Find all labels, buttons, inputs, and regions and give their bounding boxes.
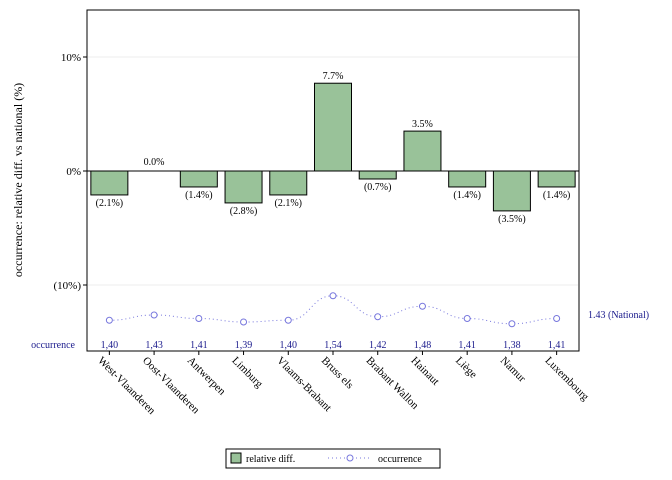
bar <box>537 170 576 188</box>
bar-value-label: (1.4%) <box>185 190 213 201</box>
legend-swatch-bar <box>230 452 242 464</box>
bar-value-label: (0.7%) <box>364 182 392 193</box>
occurrence-values: 1,40 1,43 1,41 1,39 1,40 1,54 1,42 1,48 1,41 1,38… <box>101 340 566 351</box>
bar <box>358 170 397 180</box>
bar-value-label: 7.7% <box>323 71 344 82</box>
bar <box>448 170 487 188</box>
bar-value-label: (1.4%) <box>453 190 481 201</box>
occurrence-line <box>105 292 561 328</box>
occurrence-value: 1,40 <box>280 340 298 351</box>
bar <box>403 130 442 172</box>
occurrence-value: 1,38 <box>503 340 521 351</box>
legend-swatch-marker <box>346 454 354 462</box>
x-tick-label: Luxembourg <box>543 355 592 404</box>
occurrence-value: 1,40 <box>101 340 119 351</box>
y-tick-label: 10% <box>61 52 81 64</box>
occurrence-marker <box>284 316 292 324</box>
legend: relative diff. occurrence <box>225 448 441 469</box>
occurrence-row-label: occurrence <box>31 340 75 351</box>
occurrence-marker <box>508 320 516 328</box>
occurrence-marker <box>374 313 382 321</box>
y-axis-ticks: 10% 0% (10%) <box>54 52 87 292</box>
bar <box>492 170 531 212</box>
occurrence-value: 1,39 <box>235 340 253 351</box>
occurrence-value: 1,43 <box>145 340 163 351</box>
bar-labels: (2.1%) 0.0% (1.4%) (2.8%) (2.1%) 7.7% (0.7%) 3.… <box>96 71 571 225</box>
bar <box>179 170 218 188</box>
x-tick-label: Limburg <box>229 355 265 391</box>
occurrence-value: 1,42 <box>369 340 387 351</box>
bar <box>314 82 352 172</box>
occurrence-value: 1,41 <box>548 340 566 351</box>
occurrence-value: 1,41 <box>458 340 476 351</box>
bar <box>224 170 263 204</box>
x-tick-label: Antwerpen <box>185 355 228 398</box>
occurrence-value: 1,48 <box>414 340 432 351</box>
occurrence-marker <box>105 316 113 324</box>
bars <box>90 82 576 212</box>
y-tick-label: 0% <box>66 166 81 178</box>
bar-value-label: (2.8%) <box>230 206 258 217</box>
bar <box>269 170 308 196</box>
grid <box>88 56 578 286</box>
bar-value-label: (2.1%) <box>96 198 124 209</box>
occurrence-marker <box>553 315 561 322</box>
x-tick-label: Hainaut <box>408 355 441 388</box>
x-tick-label: Bruss els <box>319 355 356 392</box>
occurrence-marker <box>150 311 158 319</box>
legend-label-relative-diff: relative diff. <box>246 454 295 465</box>
occurrence-value: 1,41 <box>190 340 208 351</box>
occurrence-marker <box>418 302 426 310</box>
bar-value-label: 0.0% <box>144 157 165 168</box>
occurrence-value: 1,54 <box>324 340 342 351</box>
bar-value-label: (1.4%) <box>543 190 571 201</box>
bar-value-label: 3.5% <box>412 119 433 130</box>
occurrence-marker <box>240 318 248 326</box>
bar-value-label: (3.5%) <box>498 214 526 225</box>
y-axis-label: occurrence: relative diff. vs national (… <box>11 83 25 277</box>
x-tick-label: Namur <box>498 355 528 385</box>
bar <box>90 170 129 196</box>
y-tick-label: (10%) <box>54 280 82 292</box>
national-label: 1.43 (National) <box>588 310 649 321</box>
x-tick-label: Liège <box>453 355 479 381</box>
occurrence-marker <box>463 315 471 322</box>
legend-label-occurrence: occurrence <box>378 454 422 465</box>
occurrence-marker <box>329 292 337 300</box>
bar-value-label: (2.1%) <box>275 198 303 209</box>
occurrence-marker <box>195 315 203 322</box>
